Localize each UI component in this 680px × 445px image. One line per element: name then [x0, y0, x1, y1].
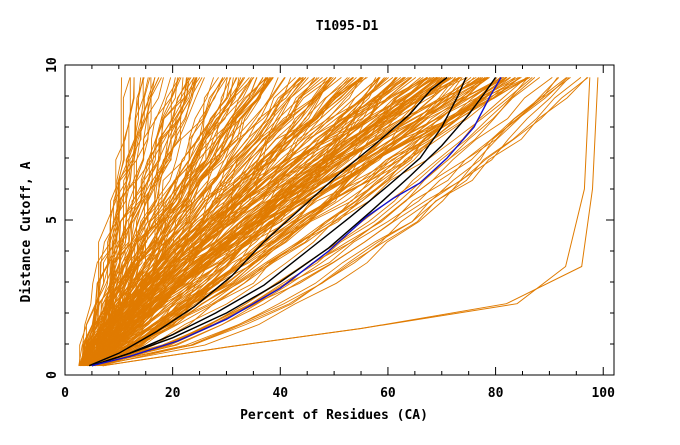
model-curve	[82, 77, 484, 366]
model-curve	[96, 77, 142, 366]
model-curve	[94, 77, 589, 367]
model-curve	[90, 77, 380, 366]
model-curve	[102, 77, 533, 367]
model-curve	[78, 77, 483, 367]
model-curve	[99, 77, 438, 366]
x-axis-label: Percent of Residues (CA)	[240, 408, 428, 423]
series-line	[91, 76, 497, 367]
x-tick-label: 60	[380, 386, 396, 401]
model-curve	[99, 77, 190, 366]
x-tick-label: 80	[488, 386, 504, 401]
model-curve	[83, 77, 357, 366]
y-tick-label: 5	[45, 216, 60, 224]
model-curve	[87, 77, 527, 367]
model-curve	[94, 77, 196, 366]
model-curve	[87, 77, 472, 367]
model-curve	[103, 77, 506, 367]
model-curve	[98, 77, 454, 366]
model-curve	[103, 77, 468, 367]
model-curve	[95, 77, 570, 367]
y-tick-label: 0	[45, 371, 60, 379]
model-curve	[97, 77, 540, 367]
model-curve	[84, 77, 160, 366]
model-curve	[89, 77, 152, 366]
series-lines	[78, 76, 599, 367]
model-curve	[101, 77, 508, 367]
axis-ticks: 0 20 40 60 80 100 0 5 10	[45, 57, 615, 401]
model-curve	[93, 77, 588, 367]
model-curve	[103, 77, 398, 367]
model-curve	[100, 77, 582, 367]
model-curve	[84, 77, 301, 366]
x-tick-label: 20	[165, 386, 181, 401]
model-curve	[98, 77, 450, 367]
model-curve	[102, 77, 599, 367]
model-curve	[96, 77, 504, 367]
model-curve	[91, 77, 238, 366]
model-curve	[80, 77, 203, 366]
model-curve	[89, 77, 536, 367]
model-curve	[103, 77, 304, 366]
series-line	[88, 76, 448, 367]
x-tick-label: 40	[272, 386, 288, 401]
model-curve	[83, 77, 195, 366]
model-curve	[81, 77, 307, 366]
model-curve	[83, 77, 502, 367]
model-curve	[86, 77, 438, 366]
model-curve	[82, 76, 529, 367]
model-curve	[90, 77, 178, 366]
model-curve	[88, 77, 195, 366]
model-curve	[82, 77, 131, 366]
model-curve	[85, 77, 240, 366]
model-curve	[80, 77, 428, 367]
model-curve	[79, 77, 501, 367]
series-line	[91, 77, 502, 367]
model-curve	[89, 77, 380, 366]
model-curve	[97, 77, 331, 367]
y-axis-label: Distance Cutoff, A	[19, 161, 34, 302]
chart-title: T1095-D1	[316, 19, 379, 34]
model-curve	[99, 77, 272, 366]
model-curve	[95, 77, 160, 366]
series-line	[91, 77, 467, 367]
model-curve	[78, 77, 482, 366]
model-curve	[88, 77, 348, 367]
model-curve	[79, 77, 498, 367]
model-curve	[81, 77, 237, 366]
y-tick-label: 10	[45, 57, 60, 73]
x-tick-label: 100	[591, 386, 615, 401]
model-curve	[90, 77, 254, 366]
model-curve	[104, 77, 506, 367]
model-curve	[84, 77, 439, 366]
x-tick-label: 0	[61, 386, 69, 401]
